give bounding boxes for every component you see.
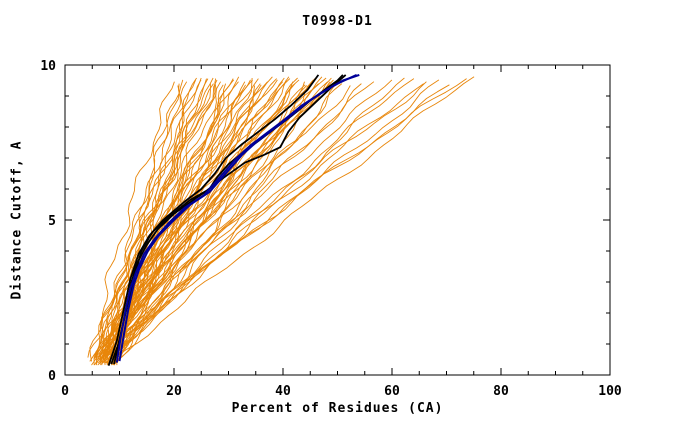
model-curve: [89, 81, 175, 362]
model-curve: [111, 84, 246, 358]
x-tick-label: 60: [384, 384, 400, 399]
y-tick-label: 0: [48, 369, 56, 384]
model-curve: [95, 79, 184, 360]
model-curve: [99, 81, 305, 362]
y-tick-label: 5: [48, 214, 56, 229]
model-curve: [113, 78, 467, 366]
x-tick-label: 0: [61, 384, 69, 399]
model-curve: [112, 77, 327, 358]
model-curve: [104, 77, 405, 358]
model-curve: [112, 81, 427, 362]
model-curve: [104, 83, 424, 364]
highlight-curve-navy: [118, 73, 360, 362]
model-curve: [106, 84, 450, 358]
x-tick-label: 100: [598, 384, 622, 399]
series-group: [87, 73, 475, 366]
model-curve: [103, 78, 217, 366]
plot-frame: [64, 64, 611, 376]
x-tick-label: 20: [166, 384, 182, 399]
chart-title: T0998-D1: [302, 14, 373, 29]
model-curve: [95, 79, 218, 360]
x-axis-label: Percent of Residues (CA): [231, 401, 444, 416]
x-tick-label: 40: [275, 384, 291, 399]
model-curve: [113, 81, 375, 362]
x-tick-label: 80: [493, 384, 509, 399]
model-curve: [97, 79, 393, 360]
highlight-curve-black: [107, 74, 320, 366]
model-curve: [94, 78, 209, 366]
y-tick-label: 10: [40, 59, 56, 74]
model-curve: [114, 76, 290, 364]
model-curve: [104, 79, 314, 360]
model-curve: [95, 83, 211, 364]
model-curve: [105, 76, 323, 364]
model-curve: [113, 78, 415, 366]
model-curve: [97, 85, 308, 366]
model-curve: [105, 83, 362, 364]
model-curve: [109, 76, 475, 364]
